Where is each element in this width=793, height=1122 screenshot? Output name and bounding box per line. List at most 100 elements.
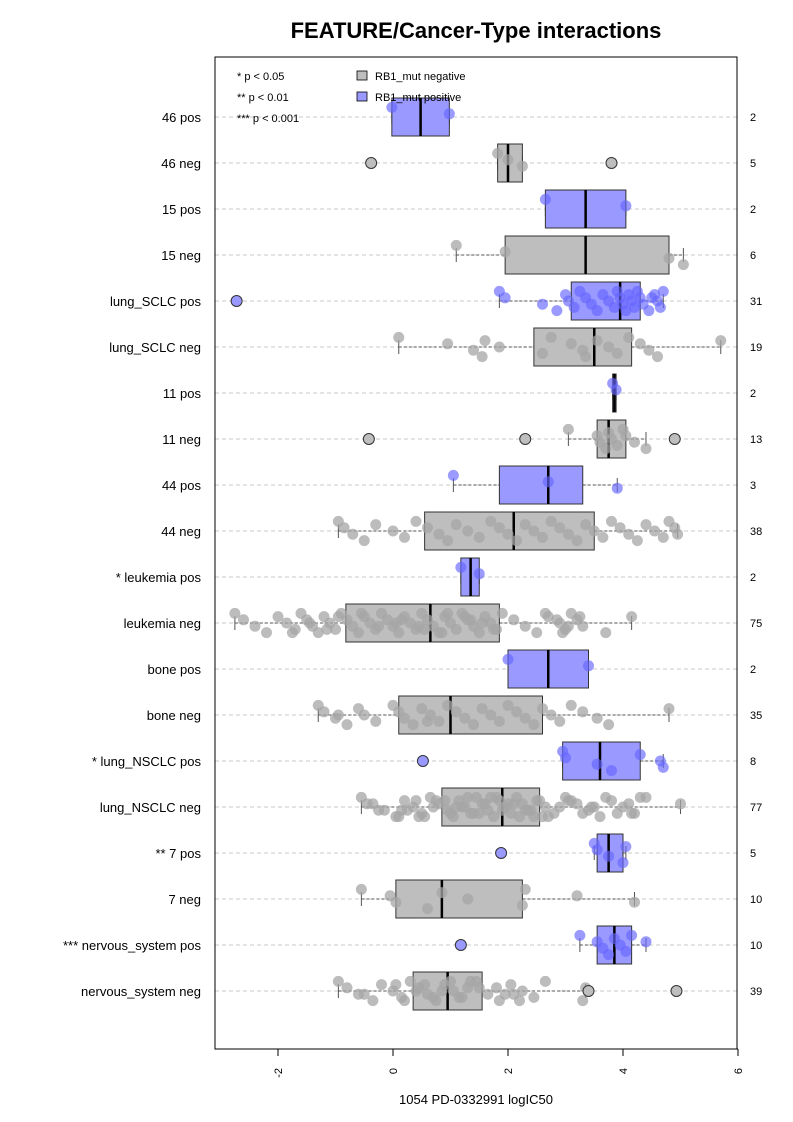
data-point bbox=[427, 991, 439, 1003]
data-point bbox=[519, 519, 531, 531]
data-point bbox=[652, 351, 663, 363]
legend-swatch-positive bbox=[356, 91, 368, 102]
data-point bbox=[358, 988, 370, 1000]
data-point bbox=[614, 522, 626, 534]
data-point bbox=[442, 338, 454, 350]
row-label: 7 neg bbox=[168, 892, 201, 907]
data-point bbox=[493, 715, 505, 727]
data-point bbox=[361, 798, 373, 810]
data-point bbox=[591, 305, 603, 317]
x-axis: -2 0 2 4 6 bbox=[273, 1048, 745, 1078]
data-point bbox=[591, 758, 603, 770]
data-point bbox=[442, 535, 454, 547]
data-point bbox=[499, 988, 511, 1000]
data-point bbox=[574, 929, 586, 941]
data-point bbox=[396, 804, 408, 816]
data-point bbox=[393, 331, 405, 343]
data-point bbox=[620, 305, 632, 317]
data-point bbox=[508, 614, 520, 626]
data-point bbox=[373, 804, 385, 816]
data-point bbox=[422, 715, 433, 727]
data-point bbox=[554, 801, 566, 813]
data-point bbox=[332, 709, 344, 721]
data-points bbox=[229, 101, 727, 1007]
data-point bbox=[594, 811, 606, 823]
data-point bbox=[485, 515, 497, 527]
row-label: 15 neg bbox=[161, 248, 201, 263]
data-point bbox=[597, 531, 609, 543]
outlier-point bbox=[670, 985, 683, 997]
data-point bbox=[370, 519, 382, 531]
legend-label-negative: RB1_mut negative bbox=[375, 71, 466, 83]
row-count: 38 bbox=[750, 526, 762, 538]
data-point bbox=[634, 749, 646, 761]
data-point bbox=[580, 351, 592, 363]
outlier-point bbox=[365, 157, 378, 169]
data-point bbox=[623, 528, 635, 540]
data-point bbox=[620, 841, 632, 853]
data-point bbox=[516, 160, 528, 172]
data-point bbox=[341, 719, 353, 731]
data-point bbox=[476, 703, 488, 715]
data-point bbox=[318, 706, 330, 718]
data-point bbox=[330, 623, 341, 635]
row-label: bone pos bbox=[148, 662, 202, 677]
data-point bbox=[453, 991, 465, 1003]
data-point bbox=[492, 147, 504, 159]
data-point bbox=[519, 712, 531, 724]
data-point bbox=[470, 975, 482, 987]
data-point bbox=[646, 292, 658, 304]
outlier-point bbox=[362, 433, 375, 445]
row-label: 11 pos bbox=[163, 386, 202, 401]
data-point bbox=[623, 331, 635, 343]
data-point bbox=[442, 607, 454, 619]
data-point bbox=[715, 335, 727, 347]
row-count: 39 bbox=[750, 986, 762, 998]
data-point bbox=[643, 344, 655, 356]
data-point bbox=[629, 301, 640, 313]
data-point bbox=[516, 899, 528, 911]
data-point bbox=[261, 627, 272, 639]
data-point bbox=[473, 531, 485, 543]
outlier-point bbox=[495, 847, 508, 859]
data-point bbox=[450, 801, 462, 813]
data-point bbox=[332, 611, 344, 623]
data-point bbox=[502, 528, 514, 540]
data-point bbox=[537, 703, 548, 715]
data-point bbox=[373, 620, 385, 632]
data-point bbox=[410, 795, 422, 807]
row-count: 5 bbox=[750, 158, 756, 170]
x-axis-label: 1054 PD-0332991 logIC50 bbox=[399, 1092, 553, 1107]
data-point bbox=[537, 298, 548, 310]
legend-sig-3: *** p < 0.001 bbox=[237, 113, 299, 125]
data-point bbox=[591, 844, 603, 856]
row-count: 2 bbox=[750, 112, 756, 124]
data-point bbox=[562, 423, 574, 435]
data-point bbox=[468, 344, 479, 356]
data-point bbox=[640, 443, 652, 455]
legend: * p < 0.05 ** p < 0.01 *** p < 0.001 RB1… bbox=[237, 70, 466, 125]
data-point bbox=[611, 439, 623, 451]
data-point bbox=[606, 515, 617, 527]
data-point bbox=[410, 985, 422, 997]
data-point bbox=[399, 712, 410, 724]
row-label: 15 pos bbox=[162, 202, 202, 217]
boxes bbox=[234, 97, 722, 1011]
row-label: *** nervous_system pos bbox=[63, 938, 202, 953]
data-point bbox=[272, 611, 284, 623]
data-point bbox=[367, 995, 379, 1007]
data-point bbox=[399, 995, 410, 1007]
data-point bbox=[229, 607, 241, 619]
data-point bbox=[304, 617, 316, 629]
data-point bbox=[580, 519, 592, 531]
legend-sig-2: ** p < 0.01 bbox=[237, 92, 289, 104]
data-point bbox=[482, 988, 494, 1000]
row-label: lung_SCLC pos bbox=[110, 294, 202, 309]
outlier-point bbox=[519, 433, 532, 445]
data-point bbox=[502, 653, 514, 665]
data-point bbox=[386, 101, 398, 113]
data-point bbox=[436, 887, 448, 899]
data-point bbox=[465, 614, 477, 626]
data-point bbox=[442, 699, 454, 711]
